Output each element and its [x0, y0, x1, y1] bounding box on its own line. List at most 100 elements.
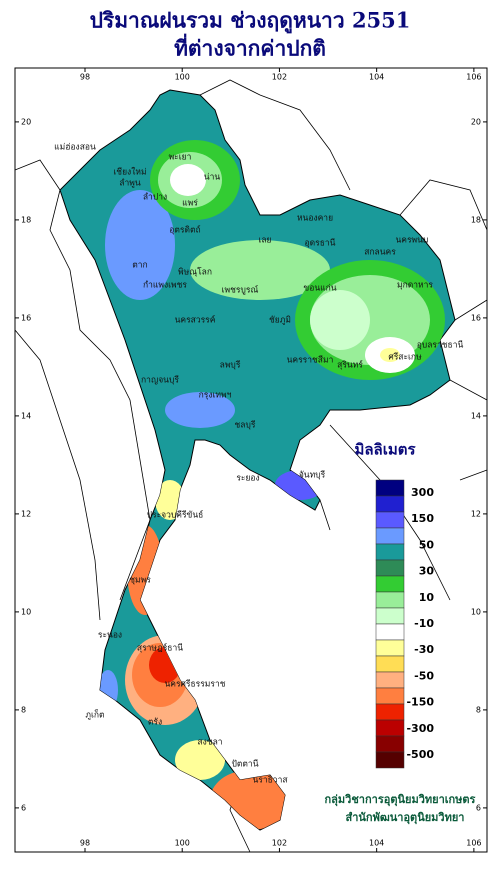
place-label: สุราษฎร์ธานี	[137, 643, 183, 654]
credit-line: สำนักพัฒนาอุตุนิยมวิทยา	[346, 811, 465, 825]
place-label: ขอนแก่น	[303, 284, 336, 294]
lon-tick-label: 98	[80, 839, 90, 848]
lon-tick-label: 98	[80, 73, 90, 82]
lat-tick-label: 16	[21, 313, 31, 322]
legend-label: -150	[406, 696, 434, 709]
legend-swatch	[375, 543, 405, 561]
place-label: อุตรดิตถ์	[169, 225, 200, 236]
legend-label: -50	[414, 669, 434, 682]
place-label: พะเยา	[169, 153, 192, 163]
lat-tick-label: 20	[21, 117, 31, 126]
legend-swatch	[375, 655, 405, 673]
legend-swatch	[375, 527, 405, 545]
place-label: เพชรบูรณ์	[222, 285, 259, 296]
legend-swatch	[375, 719, 405, 737]
place-label: ศรีสะเกษ	[388, 352, 422, 363]
lon-tick-label: 104	[369, 839, 384, 848]
place-label: ตรัง	[148, 718, 162, 728]
legend-label: 30	[419, 565, 435, 578]
place-label: กรุงเทพฯ	[199, 391, 232, 401]
lat-tick-label: 16	[471, 313, 481, 322]
place-label: ภูเก็ต	[85, 709, 104, 721]
legend-label: -300	[406, 722, 434, 735]
place-label: ลพบุรี	[220, 360, 241, 371]
lat-tick-label: 10	[471, 607, 481, 616]
place-label: น่าน	[204, 173, 221, 183]
lon-tick-label: 102	[272, 839, 287, 848]
place-label: ลำพูน	[119, 179, 141, 189]
legend-label: 150	[411, 512, 434, 525]
lat-tick-label: 18	[21, 215, 31, 224]
place-label: กำแพงเพชร	[143, 281, 187, 291]
place-label: ระนอง	[98, 631, 122, 641]
legend-swatch	[375, 687, 405, 705]
place-label: หนองคาย	[297, 214, 333, 224]
place-label: สกลนคร	[364, 248, 396, 258]
lon-tick-label: 106	[466, 839, 481, 848]
lon-tick-label: 102	[272, 73, 287, 82]
legend-swatch	[375, 511, 405, 529]
place-label: นครราชสีมา	[287, 355, 334, 366]
lon-tick-label: 100	[175, 73, 190, 82]
lat-tick-label: 14	[471, 411, 481, 420]
legend-swatch	[375, 495, 405, 513]
place-label: สุรินทร์	[337, 360, 363, 371]
legend-swatch	[375, 703, 405, 721]
place-label: อุดรธานี	[305, 238, 336, 249]
place-label: สงขลา	[197, 738, 222, 748]
place-labels: แม่ฮ่องสอน เชียงใหม่ ลำพูน ลำปาง พะเยา น…	[54, 143, 463, 786]
place-label: เชียงใหม่	[113, 167, 146, 178]
legend-label: 10	[419, 591, 435, 604]
legend-label: -10	[414, 617, 434, 630]
place-label: ปัตตานี	[231, 759, 258, 770]
place-label: นราธิวาส	[252, 776, 288, 786]
legend-label: 50	[419, 538, 435, 551]
legend-label: 300	[411, 486, 434, 499]
place-label: จันทบุรี	[299, 470, 326, 481]
place-label: ชัยภูมิ	[269, 316, 291, 326]
credit-line: กลุ่มวิชาการอุตุนิยมวิทยาเกษตร	[325, 793, 476, 807]
lat-tick-label: 12	[21, 509, 31, 518]
lon-tick-label: 106	[466, 73, 481, 82]
legend-swatch	[375, 735, 405, 753]
legend-swatch	[375, 559, 405, 577]
lat-tick-label: 20	[471, 117, 481, 126]
place-label: ชลบุรี	[235, 420, 256, 431]
lat-tick-label: 14	[21, 411, 31, 420]
lat-tick-label: 18	[471, 215, 481, 224]
legend-swatch	[375, 591, 405, 609]
place-label: ประจวบคีรีขันธ์	[147, 510, 204, 521]
place-label: แพร่	[182, 199, 198, 209]
legend-label: -500	[406, 748, 434, 761]
legend-swatch	[375, 607, 405, 625]
legend-swatch	[375, 639, 405, 657]
place-label: ชุมพร	[129, 576, 151, 586]
country-shape	[59, 89, 456, 831]
place-label: นครพนม	[395, 236, 428, 246]
title-line: ปริมาณฝนรวม ช่วงฤดูหนาว 2551	[90, 8, 411, 35]
lat-tick-label: 10	[21, 607, 31, 616]
legend-swatch	[375, 623, 405, 641]
legend-swatch	[375, 671, 405, 689]
place-label: พิษณุโลก	[178, 267, 212, 278]
lat-tick-label: 6	[476, 803, 481, 812]
legend-title: มิลลิเมตร	[354, 441, 416, 459]
place-label: ตาก	[132, 261, 147, 271]
place-label: มุกดาหาร	[397, 281, 433, 291]
place-label: เลย	[258, 236, 271, 246]
lat-tick-label: 12	[471, 509, 481, 518]
place-label: ลำปาง	[143, 193, 167, 203]
place-label: กาญจนบุรี	[141, 375, 179, 386]
legend-swatch	[375, 479, 405, 497]
place-label: ระยอง	[236, 474, 259, 484]
legend-swatch	[375, 751, 405, 769]
lat-tick-label: 8	[21, 705, 26, 714]
lat-tick-label: 6	[21, 803, 26, 812]
lat-tick-label: 8	[476, 705, 481, 714]
place-label: อุบลราชธานี	[417, 340, 464, 351]
place-label: นครสวรรค์	[175, 315, 216, 326]
legend-label: -30	[414, 643, 434, 656]
title-line: ที่ต่างจากค่าปกติ	[174, 33, 326, 61]
lon-tick-label: 104	[369, 73, 384, 82]
